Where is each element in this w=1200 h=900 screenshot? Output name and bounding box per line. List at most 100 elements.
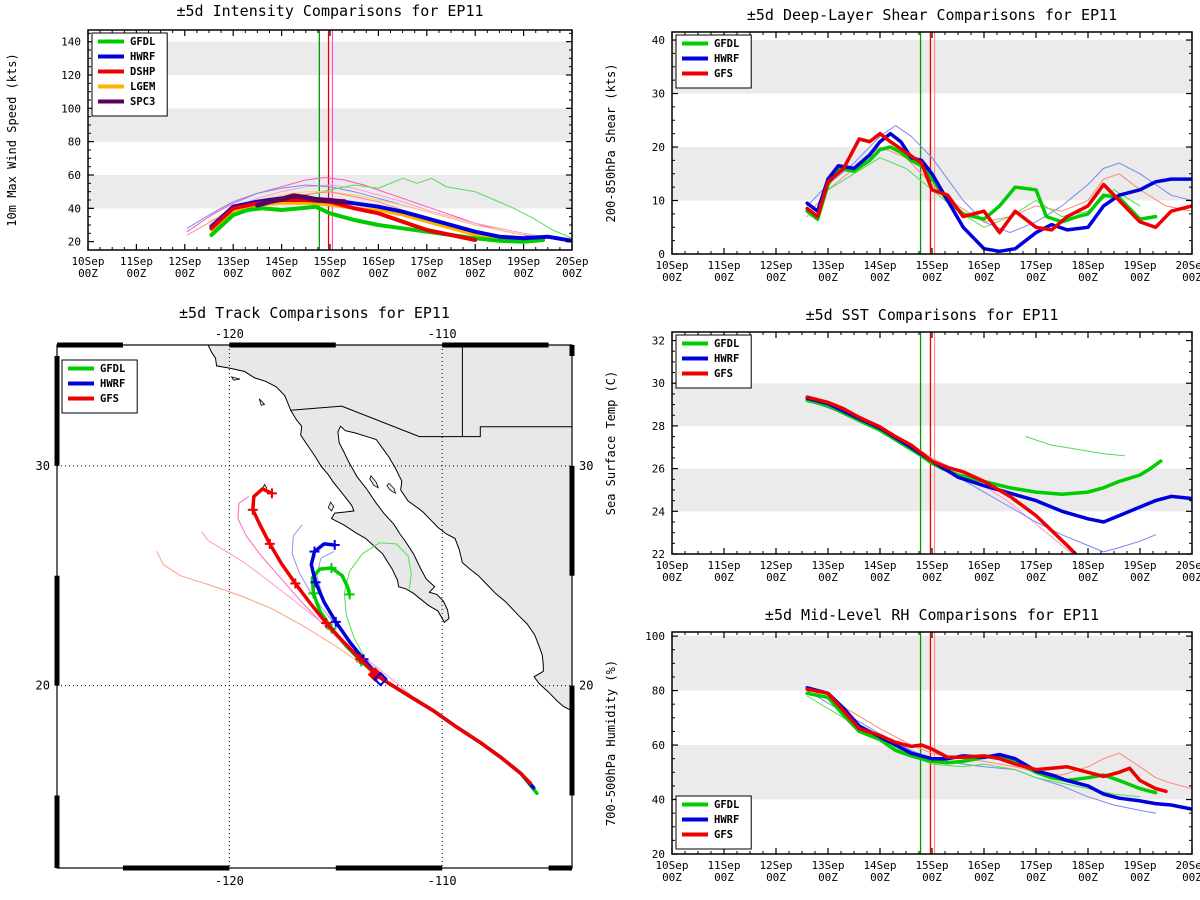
sst-panel: ±5d SST Comparisons for EP11 10Sep 00Z 11S… xyxy=(600,300,1200,600)
svg-text:00Z: 00Z xyxy=(974,271,994,284)
svg-text:11Sep: 11Sep xyxy=(707,859,740,872)
track-map: -120 -120 -110 -110 30 30 20 20 GFDL HWRF GFS xyxy=(36,327,594,888)
svg-text:00Z: 00Z xyxy=(662,271,682,284)
svg-text:00Z: 00Z xyxy=(766,871,786,884)
shear-title: ±5d Deep-Layer Shear Comparisons for EP1… xyxy=(746,6,1118,24)
svg-text:GFDL: GFDL xyxy=(714,799,739,811)
svg-text:13Sep: 13Sep xyxy=(811,859,844,872)
svg-text:14Sep: 14Sep xyxy=(863,259,896,272)
svg-text:15Sep: 15Sep xyxy=(915,859,948,872)
svg-text:24: 24 xyxy=(652,505,666,518)
intensity-chart: 10Sep00Z11Sep00Z12Sep00Z13Sep00Z14Sep00Z… xyxy=(5,29,589,280)
svg-text:10Sep: 10Sep xyxy=(655,559,688,572)
svg-text:00Z: 00Z xyxy=(922,871,942,884)
svg-text:00Z: 00Z xyxy=(1182,871,1200,884)
svg-text:140: 140 xyxy=(61,36,81,49)
svg-text:00Z: 00Z xyxy=(662,571,682,584)
svg-text:13Sep: 13Sep xyxy=(811,559,844,572)
svg-text:00Z: 00Z xyxy=(368,267,388,280)
svg-text:00Z: 00Z xyxy=(1130,271,1150,284)
svg-text:00Z: 00Z xyxy=(714,871,734,884)
svg-text:GFDL: GFDL xyxy=(714,338,739,350)
svg-text:00Z: 00Z xyxy=(1026,571,1046,584)
svg-text:00Z: 00Z xyxy=(1078,571,1098,584)
svg-text:-120: -120 xyxy=(215,874,244,888)
svg-text:18Sep: 18Sep xyxy=(1071,859,1104,872)
svg-text:HWRF: HWRF xyxy=(714,53,739,65)
svg-text:14Sep: 14Sep xyxy=(863,559,896,572)
svg-text:00Z: 00Z xyxy=(714,271,734,284)
svg-text:11Sep: 11Sep xyxy=(707,559,740,572)
svg-text:GFS: GFS xyxy=(714,829,733,841)
svg-text:00Z: 00Z xyxy=(662,871,682,884)
svg-text:00Z: 00Z xyxy=(1026,871,1046,884)
svg-text:20: 20 xyxy=(652,141,665,154)
svg-text:00Z: 00Z xyxy=(870,571,890,584)
svg-text:30: 30 xyxy=(36,459,50,473)
svg-text:20Sep: 20Sep xyxy=(555,255,588,268)
svg-text:20Sep: 20Sep xyxy=(1175,559,1200,572)
svg-text:60: 60 xyxy=(652,739,665,752)
svg-text:30: 30 xyxy=(652,88,665,101)
svg-text:00Z: 00Z xyxy=(78,267,98,280)
svg-text:SPC3: SPC3 xyxy=(130,96,155,108)
svg-text:00Z: 00Z xyxy=(272,267,292,280)
svg-text:17Sep: 17Sep xyxy=(1019,559,1052,572)
track-map-panel: ±5d Track Comparisons for EP11 -120 -120-… xyxy=(0,300,600,900)
svg-text:60: 60 xyxy=(68,169,81,182)
svg-text:28: 28 xyxy=(652,420,665,433)
svg-text:18Sep: 18Sep xyxy=(459,255,492,268)
svg-text:00Z: 00Z xyxy=(818,571,838,584)
svg-text:16Sep: 16Sep xyxy=(967,859,1000,872)
svg-text:GFS: GFS xyxy=(714,368,733,380)
svg-text:14Sep: 14Sep xyxy=(265,255,298,268)
sst-title: ±5d SST Comparisons for EP11 xyxy=(805,306,1059,324)
svg-text:15Sep: 15Sep xyxy=(915,559,948,572)
svg-text:80: 80 xyxy=(652,685,665,698)
rh-chart: 10Sep00Z11Sep00Z12Sep00Z13Sep00Z14Sep00Z… xyxy=(604,630,1200,884)
svg-text:-110: -110 xyxy=(428,874,457,888)
svg-text:00Z: 00Z xyxy=(223,267,243,280)
svg-text:00Z: 00Z xyxy=(1182,271,1200,284)
svg-text:00Z: 00Z xyxy=(870,271,890,284)
svg-text:40: 40 xyxy=(652,34,665,47)
svg-text:19Sep: 19Sep xyxy=(1123,859,1156,872)
svg-text:00Z: 00Z xyxy=(818,271,838,284)
svg-text:00Z: 00Z xyxy=(974,871,994,884)
svg-text:40: 40 xyxy=(652,794,665,807)
sst-chart: 10Sep00Z11Sep00Z12Sep00Z13Sep00Z14Sep00Z… xyxy=(604,331,1200,584)
svg-text:14Sep: 14Sep xyxy=(863,859,896,872)
svg-text:00Z: 00Z xyxy=(1078,871,1098,884)
svg-text:00Z: 00Z xyxy=(714,571,734,584)
svg-text:00Z: 00Z xyxy=(126,267,146,280)
svg-text:-110: -110 xyxy=(428,327,457,341)
svg-text:00Z: 00Z xyxy=(870,871,890,884)
svg-text:20: 20 xyxy=(579,679,593,693)
svg-text:DSHP: DSHP xyxy=(130,66,155,78)
svg-text:18Sep: 18Sep xyxy=(1071,559,1104,572)
svg-text:26: 26 xyxy=(652,463,665,476)
svg-text:00Z: 00Z xyxy=(922,571,942,584)
svg-text:HWRF: HWRF xyxy=(100,378,125,390)
svg-text:100: 100 xyxy=(645,630,665,643)
svg-text:19Sep: 19Sep xyxy=(1123,259,1156,272)
svg-text:20: 20 xyxy=(652,848,665,861)
svg-text:20: 20 xyxy=(68,236,81,249)
svg-text:LGEM: LGEM xyxy=(130,81,155,93)
svg-text:16Sep: 16Sep xyxy=(362,255,395,268)
svg-text:GFDL: GFDL xyxy=(100,363,125,375)
svg-text:10m Max Wind Speed (kts): 10m Max Wind Speed (kts) xyxy=(5,53,19,226)
svg-text:100: 100 xyxy=(61,102,81,115)
svg-text:120: 120 xyxy=(61,69,81,82)
svg-text:GFDL: GFDL xyxy=(714,38,739,50)
svg-text:11Sep: 11Sep xyxy=(120,255,153,268)
svg-text:12Sep: 12Sep xyxy=(759,259,792,272)
shear-chart: 10Sep00Z11Sep00Z12Sep00Z13Sep00Z14Sep00Z… xyxy=(604,31,1200,284)
svg-text:00Z: 00Z xyxy=(818,871,838,884)
svg-text:17Sep: 17Sep xyxy=(410,255,443,268)
svg-text:17Sep: 17Sep xyxy=(1019,859,1052,872)
svg-text:12Sep: 12Sep xyxy=(759,859,792,872)
svg-text:20Sep: 20Sep xyxy=(1175,259,1200,272)
svg-text:00Z: 00Z xyxy=(1130,871,1150,884)
rh-panel: ±5d Mid-Level RH Comparisons for EP11 10… xyxy=(600,600,1200,900)
